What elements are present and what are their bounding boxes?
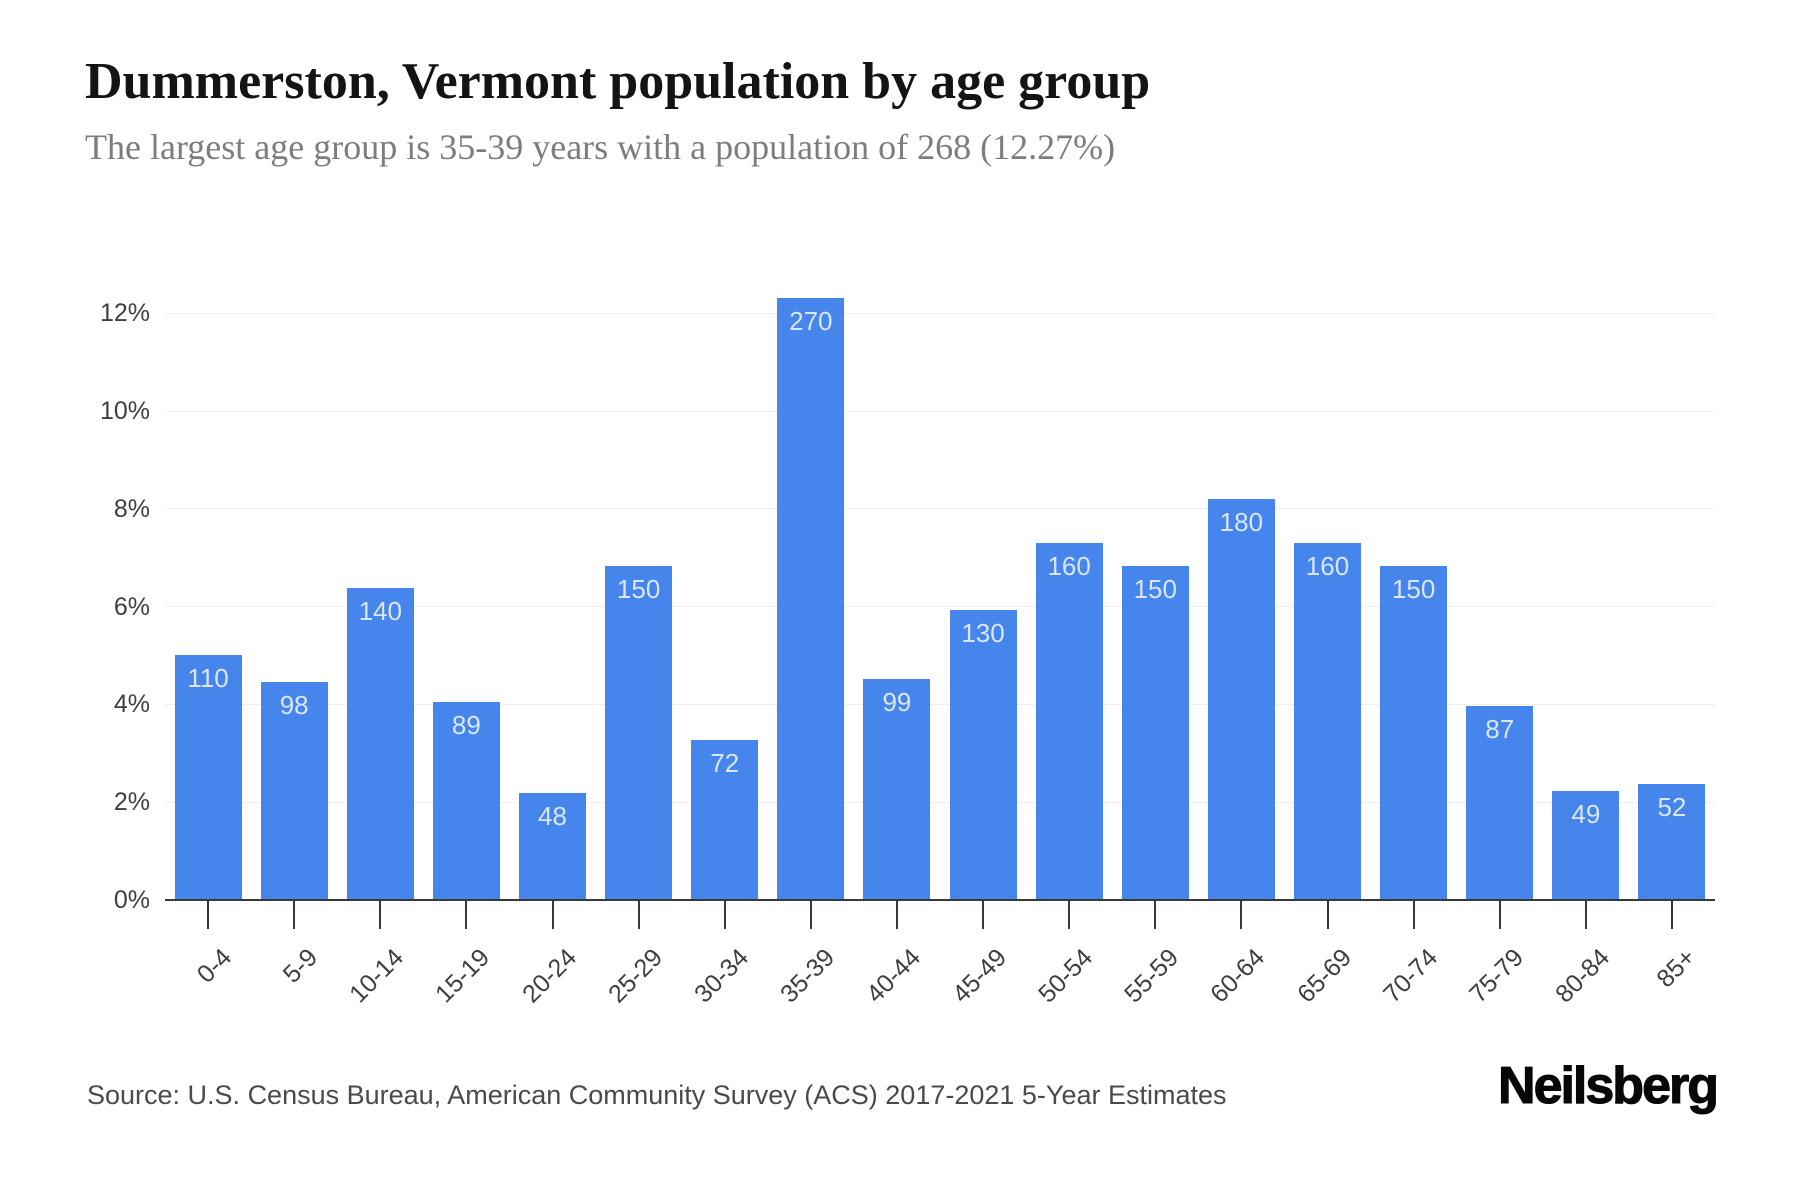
bar-value-label: 48	[538, 801, 567, 832]
gridline-8%	[165, 508, 1715, 510]
bar-value-label: 270	[789, 306, 833, 337]
bar-65-69[interactable]: 160	[1294, 543, 1361, 900]
bar-70-74[interactable]: 150	[1380, 565, 1448, 900]
bar-60-64[interactable]: 180	[1207, 498, 1275, 900]
x-tick-45-49	[982, 901, 985, 929]
y-axis-label-8%: 8%	[113, 494, 150, 523]
x-tick-75-79	[1498, 901, 1501, 929]
chart-title: Dummerston, Vermont population by age gr…	[85, 53, 1151, 110]
bar-value-label: 89	[451, 709, 481, 740]
y-axis-label-6%: 6%	[113, 592, 150, 621]
x-axis-label-70-74: 70-74	[1377, 943, 1443, 1009]
gridline-10%	[165, 410, 1715, 412]
bar-10-14[interactable]: 140	[346, 587, 414, 900]
bar-45-49[interactable]: 130	[949, 610, 1017, 900]
bar-value-label: 99	[882, 687, 912, 718]
x-tick-55-59	[1154, 901, 1157, 929]
bar-80-84[interactable]: 49	[1552, 790, 1620, 900]
bar-value-label: 98	[279, 689, 309, 720]
gridline-4%	[165, 703, 1715, 705]
x-tick-20-24	[551, 901, 554, 929]
bar-40-44[interactable]: 99	[863, 679, 931, 900]
bar-value-label: 140	[358, 595, 402, 626]
x-tick-80-84	[1584, 901, 1587, 929]
bar-85+[interactable]: 52	[1638, 784, 1706, 900]
y-axis-label-12%: 12%	[99, 299, 150, 328]
gridline-6%	[165, 606, 1715, 608]
x-tick-25-29	[637, 901, 640, 929]
x-tick-70-74	[1412, 901, 1415, 929]
chart-subtitle: The largest age group is 35-39 years wit…	[85, 127, 1116, 167]
y-axis-label-2%: 2%	[113, 788, 150, 817]
bar-value-label: 72	[710, 747, 740, 778]
y-axis-label-4%: 4%	[113, 690, 150, 719]
bar-50-54[interactable]: 160	[1035, 543, 1103, 900]
brand-logo: Neilsberg	[1497, 1056, 1719, 1115]
bar-value-label: 180	[1219, 506, 1264, 537]
bar-value-label: 150	[1391, 573, 1436, 604]
x-tick-65-69	[1326, 901, 1329, 929]
bar-20-24[interactable]: 48	[519, 793, 586, 900]
x-tick-30-34	[723, 901, 726, 929]
bar-55-59[interactable]: 150	[1121, 565, 1189, 900]
bar-5-9[interactable]: 98	[260, 681, 328, 900]
bar-25-29[interactable]: 150	[605, 565, 673, 900]
y-axis-label-10%: 10%	[99, 397, 150, 425]
bar-value-label: 160	[1305, 551, 1350, 582]
bar-value-label: 110	[187, 662, 229, 693]
x-tick-50-54	[1068, 901, 1071, 929]
bar-value-label: 87	[1485, 714, 1515, 745]
source-text: Source: U.S. Census Bureau, American Com…	[87, 1080, 1227, 1110]
bar-35-39[interactable]: 270	[777, 298, 845, 900]
bar-15-19[interactable]: 89	[432, 701, 500, 900]
bar-value-label: 49	[1571, 798, 1601, 829]
x-tick-85+	[1670, 901, 1673, 929]
bar-0-4[interactable]: 110	[174, 654, 242, 900]
bar-value-label: 130	[961, 618, 1005, 649]
bar-value-label: 52	[1657, 792, 1687, 823]
x-tick-5-9	[293, 901, 296, 929]
bar-75-79[interactable]: 87	[1466, 706, 1534, 900]
y-axis-label-0%: 0%	[113, 886, 150, 914]
x-tick-60-64	[1240, 901, 1243, 929]
x-tick-40-44	[895, 901, 898, 929]
bar-value-label: 150	[616, 573, 661, 604]
bar-30-34[interactable]: 72	[691, 739, 759, 900]
x-tick-10-14	[379, 901, 382, 929]
x-axis-line	[165, 899, 1715, 901]
gridline-12%	[165, 312, 1715, 314]
x-tick-15-19	[465, 901, 468, 929]
bar-value-label: 160	[1047, 551, 1091, 582]
bar-value-label: 150	[1133, 573, 1177, 604]
x-tick-0-4	[207, 901, 210, 929]
x-tick-35-39	[809, 901, 812, 929]
gridline-2%	[165, 801, 1715, 803]
